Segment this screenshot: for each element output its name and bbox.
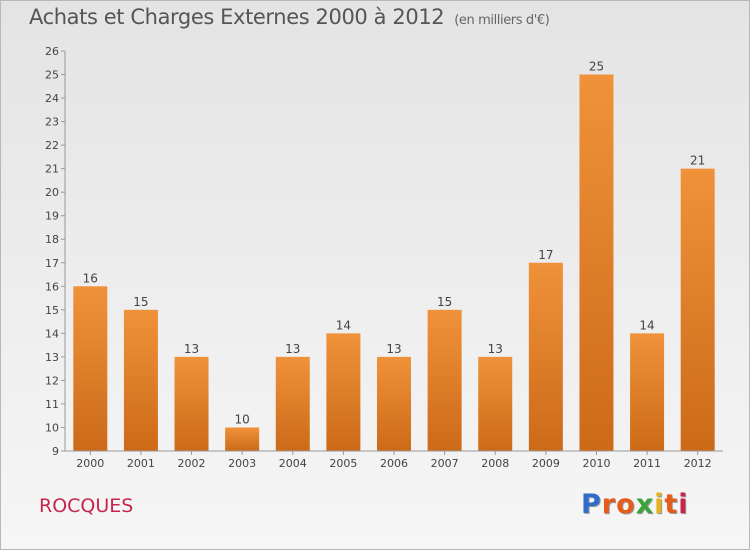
x-tick-label: 2003 [228,457,256,470]
bar [123,309,158,451]
bar-value-label: 13 [285,342,300,356]
x-tick-label: 2012 [684,457,712,470]
brand-letter: i [654,489,665,520]
brand-letter: x [635,489,655,520]
bar [579,74,614,451]
x-tick-label: 2010 [582,457,610,470]
y-tick-label: 13 [45,351,59,364]
chart-title: Achats et Charges Externes 2000 à 2012 (e… [29,5,550,29]
y-tick-label: 24 [45,92,59,105]
y-tick-label: 17 [45,257,59,270]
commune-name: ROCQUES [39,495,134,517]
bar-value-label: 25 [589,60,604,74]
x-tick-label: 2008 [481,457,509,470]
bar-value-label: 14 [336,318,351,332]
bar-value-label: 17 [538,248,553,262]
y-tick-label: 22 [45,139,59,152]
y-tick-label: 21 [45,163,59,176]
proxiti-logo: Proxiti [581,489,689,520]
x-tick-label: 2004 [279,457,307,470]
y-tick-label: 10 [45,421,59,434]
brand-letter: i [678,489,689,520]
x-tick-label: 2006 [380,457,408,470]
x-tick-label: 2009 [532,457,560,470]
bar-value-label: 16 [83,271,98,285]
bar [427,309,462,451]
brand-letter: r [601,489,617,520]
x-tick-label: 2001 [127,457,155,470]
bar [478,356,513,451]
y-tick-label: 15 [45,304,59,317]
y-tick-label: 11 [45,398,59,411]
bar [630,333,665,451]
title-text: Achats et Charges Externes 2000 à 2012 [29,5,445,29]
brand-letter: o [616,489,636,520]
x-tick-label: 2005 [329,457,357,470]
bar-value-label: 10 [235,412,250,426]
bar-value-label: 13 [184,342,199,356]
y-tick-label: 18 [45,233,59,246]
bar [73,286,108,451]
y-tick-label: 14 [45,327,59,340]
x-tick-label: 2002 [178,457,206,470]
bar-value-label: 15 [437,295,452,309]
brand-letter: P [581,489,602,520]
bar-value-label: 15 [133,295,148,309]
y-tick-label: 16 [45,280,59,293]
bar [174,356,209,451]
bar-value-label: 21 [690,154,705,168]
x-tick-label: 2011 [633,457,661,470]
y-tick-label: 9 [52,445,59,458]
y-tick-label: 19 [45,210,59,223]
bar-value-label: 14 [639,318,654,332]
bar [528,262,563,451]
y-tick-label: 26 [45,45,59,58]
bar [326,333,361,451]
bar-value-label: 13 [386,342,401,356]
bar [680,168,715,451]
y-tick-label: 25 [45,69,59,82]
bar [225,427,260,451]
y-tick-label: 12 [45,374,59,387]
brand-letter: t [664,489,679,520]
x-tick-label: 2000 [76,457,104,470]
bar [275,356,310,451]
bar-value-label: 13 [488,342,503,356]
y-tick-label: 23 [45,116,59,129]
y-tick-label: 20 [45,186,59,199]
unit-label: (en milliers d'€) [454,13,550,28]
bar [377,356,411,451]
x-tick-label: 2007 [431,457,459,470]
